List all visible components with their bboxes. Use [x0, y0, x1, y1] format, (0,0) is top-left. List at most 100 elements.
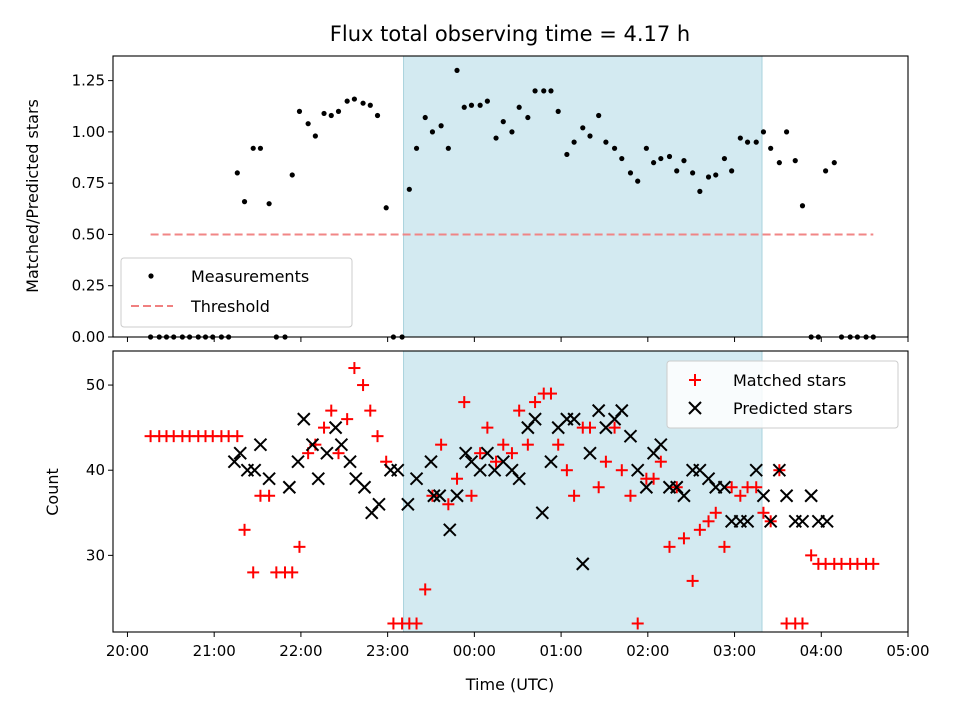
matched-stars-point — [286, 566, 299, 579]
measurement-point — [413, 145, 420, 151]
matched-stars-point — [615, 464, 628, 477]
measurement-point — [541, 88, 547, 94]
predicted-stars-point — [334, 437, 349, 452]
xtick-label: 01:00 — [539, 642, 582, 660]
matched-stars-point — [718, 540, 731, 553]
measurement-point — [163, 334, 170, 340]
matched-stars-point — [529, 396, 542, 409]
predicted-stars-point — [630, 463, 645, 477]
top-panel-yticks: 0.00 0.25 0.50 0.75 1.00 1.25 — [72, 72, 113, 346]
top-panel-span — [403, 55, 763, 338]
matched-stars-point — [560, 464, 573, 477]
predicted-stars-point — [820, 514, 834, 529]
xtick-label: 20:00 — [106, 642, 149, 660]
matched-stars-point — [348, 362, 361, 375]
top-panel-marks — [147, 67, 876, 340]
predicted-stars-point — [591, 403, 606, 418]
ytick-label: 50 — [86, 376, 105, 394]
measurement-point — [461, 104, 467, 110]
predicted-stars-point — [717, 480, 732, 494]
bottom-panel-xticks: 20:00 21:00 22:00 23:00 00:00 01:00 02:00 03:00… — [106, 632, 930, 660]
measurement-point — [328, 112, 334, 119]
measurement-point — [273, 334, 279, 340]
predicted-stars-point — [615, 403, 629, 418]
predicted-stars-point — [432, 489, 447, 503]
bottom-panel: 30 40 50 20:00 21:00 22:00 23:00 00:00 01:00 02:… — [43, 350, 930, 694]
measurement-point — [831, 160, 837, 166]
measurement-point — [823, 168, 829, 174]
measurement-point — [422, 114, 428, 121]
predicted-stars-point — [567, 412, 581, 426]
measurement-point — [468, 102, 475, 108]
measurement-point — [564, 151, 570, 158]
predicted-stars-point — [756, 489, 771, 503]
predicted-stars-point — [343, 454, 357, 469]
bottom-panel-frame — [112, 350, 909, 633]
predicted-stars-point — [458, 446, 473, 460]
chart-title: Flux total observing time = 4.17 h — [330, 22, 690, 46]
matched-stars-point — [481, 421, 494, 434]
matched-stars-point — [435, 438, 448, 451]
measurement-point — [783, 129, 790, 135]
measurement-point — [187, 334, 193, 340]
matched-stars-point — [419, 583, 432, 596]
predicted-stars-point — [639, 480, 654, 494]
xtick-label: 21:00 — [193, 642, 236, 660]
matched-stars-point — [867, 557, 880, 570]
ytick-label: 1.00 — [72, 123, 105, 141]
matched-stars-point — [497, 438, 510, 451]
matched-stars-point — [263, 489, 276, 502]
ytick-label: 1.25 — [72, 72, 105, 90]
predicted-stars-point — [654, 437, 668, 452]
measurement-point — [484, 98, 490, 104]
measurement-point — [838, 334, 845, 340]
measurement-point — [643, 145, 649, 151]
measurement-point — [847, 334, 853, 340]
measurement-point — [374, 112, 381, 119]
measurement-point — [768, 145, 774, 151]
matched-stars-point — [325, 404, 338, 417]
measurement-point — [147, 334, 154, 340]
ytick-label: 0.75 — [72, 174, 105, 192]
top-legend-box — [120, 257, 353, 328]
predicted-stars-point — [528, 412, 542, 426]
measurement-point — [241, 199, 248, 205]
xtick-label: 05:00 — [886, 642, 929, 660]
predicted-stars-point — [450, 489, 464, 503]
matched-stars-point — [709, 506, 722, 519]
predicted-stars-point — [391, 463, 405, 477]
measurement-point — [445, 145, 451, 151]
matched-stars-point — [805, 549, 818, 562]
matched-stars-point — [442, 498, 455, 511]
predicted-stars-point — [409, 472, 424, 486]
predicted-stars-point — [372, 497, 386, 511]
predicted-stars-point — [544, 454, 558, 469]
matched-stars-point — [796, 617, 809, 630]
ytick-label: 0.00 — [72, 328, 105, 346]
measurement-point — [870, 334, 876, 340]
matched-stars-point — [465, 489, 478, 502]
matched-stars-point — [725, 481, 738, 494]
legend-matched-marker — [689, 374, 701, 386]
measurement-point — [690, 170, 696, 176]
predicted-stars-point — [443, 523, 457, 537]
measurement-point — [713, 172, 719, 178]
top-panel-frame — [112, 55, 909, 338]
measurement-point — [234, 170, 240, 176]
top-panel-ylabel: Matched/Predicted stars — [23, 99, 42, 293]
measurement-point — [429, 129, 436, 135]
ytick-label: 0.25 — [72, 277, 105, 295]
matched-stars-point — [624, 489, 637, 502]
bottom-legend-box — [666, 360, 899, 429]
bottom-panel-xlabel: Time (UTC) — [465, 675, 554, 694]
measurement-point — [344, 98, 350, 104]
legend-measurements-marker — [148, 273, 154, 279]
measurement-point — [406, 186, 412, 192]
measurement-point — [611, 145, 618, 151]
matched-stars-point — [451, 472, 464, 485]
measurement-point — [635, 178, 641, 184]
predicted-stars-point — [779, 489, 794, 503]
ytick-label: 0.50 — [72, 225, 105, 243]
bottom-panel-yticks: 30 40 50 — [86, 376, 113, 564]
measurement-point — [360, 100, 366, 106]
